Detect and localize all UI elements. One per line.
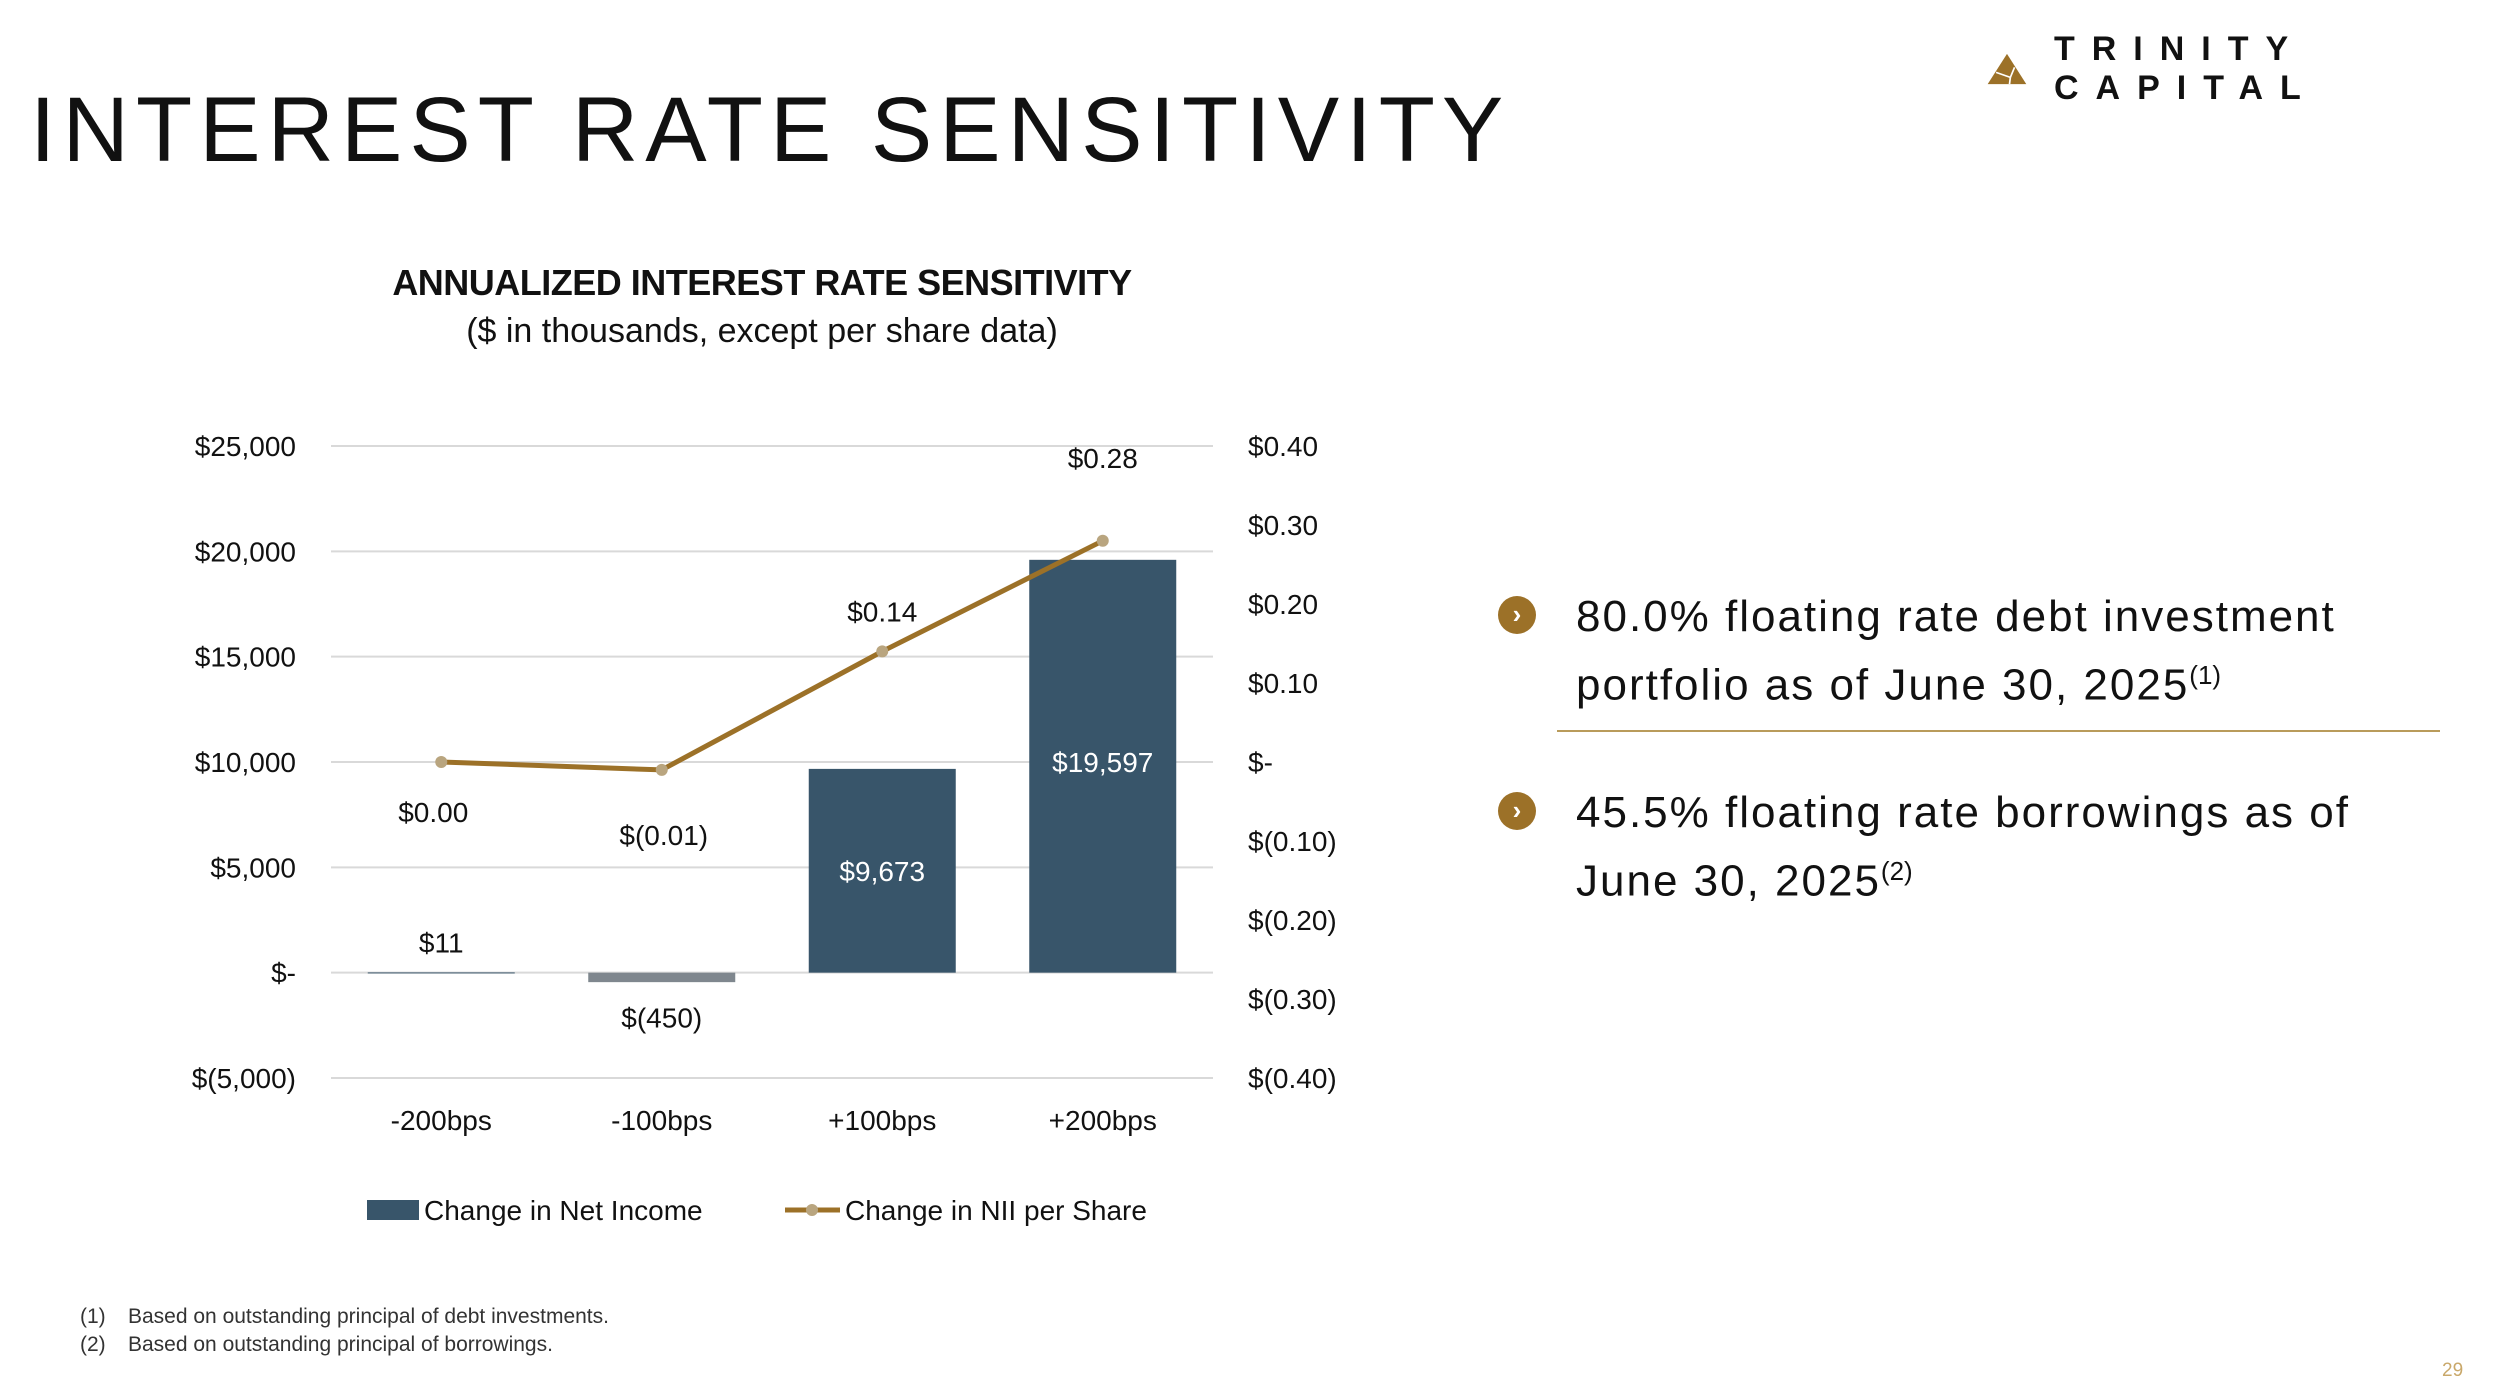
left-tick-label: $10,000 — [195, 747, 296, 778]
chart: $25,000 $20,000 $15,000 $10,000 $5,000 $- $(5,… — [192, 431, 1337, 1226]
bar — [808, 768, 956, 973]
page-title: INTEREST RATE SENSITIVITY — [30, 79, 1511, 181]
x-tick-label: -100bps — [611, 1105, 712, 1136]
line-marker — [435, 756, 448, 768]
footnote-ref: (1) — [2189, 660, 2222, 690]
divider — [1557, 730, 2440, 732]
left-tick-label: $5,000 — [210, 852, 296, 883]
left-tick-label: $20,000 — [195, 536, 296, 567]
x-tick-label: -200bps — [391, 1105, 492, 1136]
line-data-label: $0.14 — [847, 596, 917, 627]
bar — [1029, 559, 1177, 973]
right-tick-label: $(0.40) — [1248, 1063, 1337, 1094]
bullet-text: 45.5% floating rate borrowings as of Jun… — [1576, 788, 2350, 906]
nii-line — [441, 538, 1104, 773]
left-tick-label: $25,000 — [195, 431, 296, 462]
right-tick-label: $0.30 — [1248, 510, 1318, 541]
logo: TRINITY CAPITAL — [1986, 30, 2508, 108]
legend-label: Change in NII per Share — [845, 1195, 1147, 1226]
right-tick-label: $(0.20) — [1248, 905, 1337, 936]
legend-swatch-bar — [367, 1200, 419, 1220]
bar-data-label: $9,673 — [839, 856, 925, 887]
x-tick-label: +100bps — [828, 1105, 936, 1136]
right-tick-label: $0.40 — [1248, 431, 1318, 462]
footnote-ref: (2) — [1880, 856, 1913, 886]
bar — [588, 972, 736, 983]
bar-data-label: $11 — [419, 928, 464, 959]
footnote-text: Based on outstanding principal of debt i… — [128, 1305, 609, 1328]
x-tick-label: +200bps — [1049, 1105, 1157, 1136]
chevron-right-icon: › — [1498, 792, 1536, 830]
line-marker — [1096, 534, 1109, 547]
right-tick-label: $(0.10) — [1248, 826, 1337, 857]
right-tick-label: $- — [1248, 747, 1273, 778]
right-tick-label: $0.10 — [1248, 668, 1318, 699]
chart-subtitle: ($ in thousands, except per share data) — [466, 312, 1058, 350]
right-tick-label: $(0.30) — [1248, 984, 1337, 1015]
chevron-right-icon: › — [1498, 596, 1536, 634]
footnote-number: (1) — [80, 1305, 106, 1328]
bullet-text: 80.0% floating rate debt investment port… — [1576, 592, 2336, 710]
chart-title: ANNUALIZED INTEREST RATE SENSITIVITY — [392, 262, 1132, 303]
footnote-1: (1) Based on outstanding principal of deb… — [80, 1305, 609, 1329]
legend-label: Change in Net Income — [424, 1195, 703, 1226]
right-tick-label: $0.20 — [1248, 589, 1318, 620]
logo-text: TRINITY CAPITAL — [2053, 30, 2318, 107]
trinity-logo-icon — [1987, 53, 2027, 85]
bar — [367, 972, 515, 974]
footnote-number: (2) — [80, 1333, 106, 1356]
left-tick-label: $- — [271, 958, 296, 989]
bar-data-label: $(450) — [621, 1003, 702, 1034]
bar-data-label: $19,597 — [1052, 747, 1153, 778]
line-data-label: $0.00 — [398, 797, 468, 828]
legend-marker — [806, 1204, 818, 1216]
line-marker — [876, 645, 889, 658]
line-marker — [655, 763, 668, 776]
bullet-1: › 80.0% floating rate debt investment po… — [1498, 588, 2456, 715]
line-data-label: $0.28 — [1068, 443, 1138, 474]
footnote-text: Based on outstanding principal of borrow… — [128, 1333, 553, 1356]
bullet-2: › 45.5% floating rate borrowings as of J… — [1498, 784, 2456, 911]
left-tick-label: $15,000 — [195, 642, 296, 673]
line-data-label: $(0.01) — [619, 820, 708, 851]
left-tick-label: $(5,000) — [192, 1063, 296, 1094]
page-number: 29 — [2442, 1360, 2464, 1381]
footnote-2: (2) Based on outstanding principal of bor… — [80, 1333, 553, 1357]
